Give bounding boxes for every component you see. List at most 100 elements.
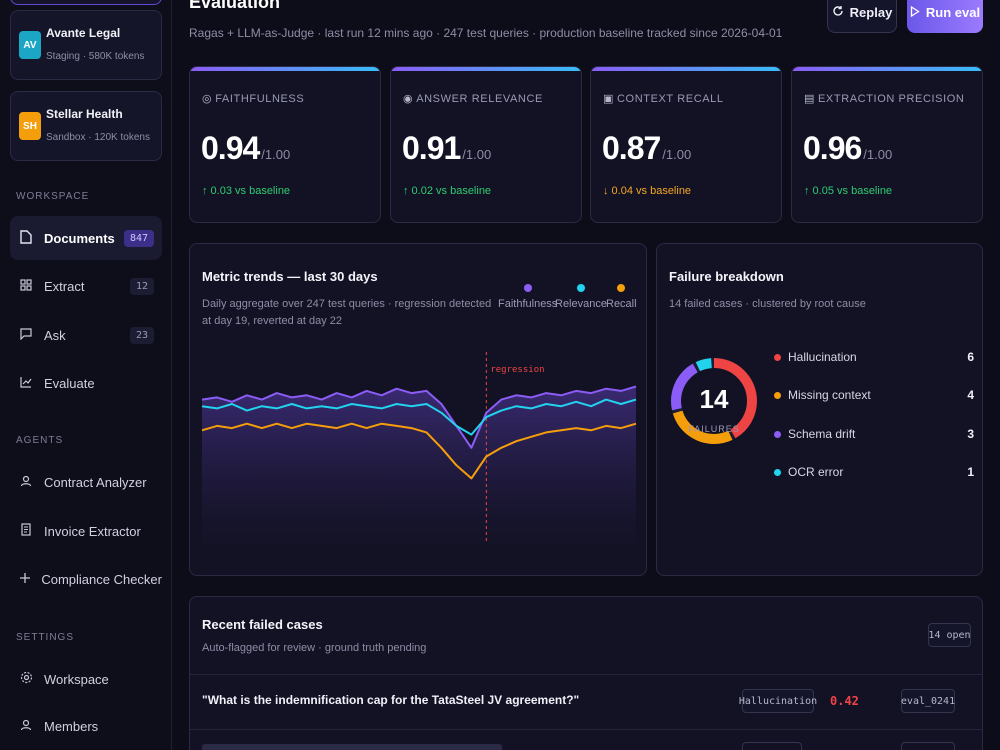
panel-title: Recent failed cases [202,617,323,632]
section-label-workspace: WORKSPACE [16,191,90,202]
failure-row-missing-context[interactable]: Missing context 4 [774,385,974,405]
case-id: eval_0241 [901,689,955,713]
metric-card-answer-relevance: ◉ ANSWER RELEVANCE 0.91/1.00 ↑ 0.02 vs ba… [390,66,582,223]
metric-delta: ↓ 0.04 vs baseline [603,185,692,197]
org-card-cutoff[interactable] [10,0,162,5]
failure-breakdown-panel: Failure breakdown 14 failed cases · clus… [656,243,983,576]
page-title: Evaluation [189,0,281,12]
failure-row-hallucination[interactable]: Hallucination 6 [774,347,974,367]
legend-dot [617,284,626,292]
failure-row-schema-drift[interactable]: Schema drift 3 [774,424,974,444]
legend-dot [576,284,585,292]
sidebar-item-extract[interactable]: Extract 12 [10,264,162,308]
count-badge: 12 [129,277,154,295]
metric-accent-bar [591,67,781,71]
chart-icon [17,376,35,391]
sidebar-item-members[interactable]: Members [10,704,162,748]
regression-label: regression [490,365,544,375]
sidebar-item-label: Compliance Checker [41,571,162,587]
metric-card-faithfulness: ◎ FAITHFULNESS 0.94/1.00 ↑ 0.03 vs baseli… [189,66,381,223]
series-line-relevance [201,398,637,436]
series-line-faithfulness [201,385,637,449]
legend-item-recall: Recall [606,284,637,310]
run-eval-button[interactable]: Run eval [907,0,983,33]
org-card-stellar[interactable]: SH Stellar Health Sandbox · 120K tokens [10,91,162,161]
metric-value-max: /1.00 [662,147,692,162]
metric-label: ◎ FAITHFULNESS [202,92,304,105]
sidebar-item-compliance-checker[interactable]: Compliance Checker [10,557,162,601]
main-content: Evaluation Ragas + LLM-as-Judge · last r… [172,0,1000,750]
metric-value: 0.91/1.00 [402,130,491,167]
sidebar-item-invoice-extractor[interactable]: Invoice Extractor [10,509,162,553]
donut-total: 14 [699,384,729,414]
sidebar-item-label: Extract [44,278,85,294]
failure-row-ocr-error[interactable]: OCR error 1 [774,462,974,482]
metric-card-context-recall: ▣ CONTEXT RECALL 0.87/1.00 ↓ 0.04 vs base… [590,66,782,223]
case-question: "What is the indemnification cap for the… [202,693,580,707]
series-line-recall [201,422,637,480]
section-label-agents: AGENTS [16,435,64,446]
grid-icon [17,278,35,294]
legend-label: Faithfulness [498,298,558,310]
metric-label-text: ANSWER RELEVANCE [416,93,543,105]
chat-icon [17,327,35,343]
failure-label: Hallucination [788,350,857,364]
metric-delta: ↑ 0.05 vs baseline [804,185,893,197]
metric-value: 0.87/1.00 [602,130,691,167]
target-icon: ◉ [403,93,414,105]
divider [190,674,982,675]
open-count-badge: 14 open [928,623,971,647]
sidebar-item-ask[interactable]: Ask 23 [10,313,162,357]
metric-accent-bar [391,67,581,71]
person-icon [17,475,35,490]
sidebar-item-evaluate[interactable]: Evaluate [10,361,162,405]
failure-donut-chart [671,358,757,444]
sidebar-item-contract-analyzer[interactable]: Contract Analyzer [10,460,162,504]
case-score: 0.42 [830,694,859,708]
count-badge: 23 [129,326,154,344]
metric-value-max: /1.00 [863,147,893,162]
metric-label-text: FAITHFULNESS [215,93,305,105]
play-icon [910,5,920,20]
metric-value-number: 0.94 [201,130,260,166]
run-eval-label: Run eval [925,5,981,20]
metric-label: ◉ ANSWER RELEVANCE [403,92,543,105]
sidebar-item-label: Members [44,718,99,734]
legend-dot [774,468,781,476]
document-icon [17,229,35,247]
check-circle-icon: ◎ [202,93,213,105]
refresh-icon [832,5,844,20]
table-row-partial[interactable] [190,730,982,750]
avatar: AV [19,31,41,59]
metric-value: 0.96/1.00 [803,130,892,167]
legend-item-faithfulness: Faithfulness [498,284,557,310]
failure-count: 3 [967,427,974,441]
panel-title: Metric trends — last 30 days [202,269,378,284]
org-card-avante[interactable]: AV Avante Legal Staging · 580K tokens [10,10,162,80]
panel-title: Failure breakdown [669,269,784,284]
case-id-cutoff [901,742,955,750]
table-row[interactable]: "What is the indemnification cap for the… [190,675,982,729]
org-name: Stellar Health [46,107,123,121]
person-icon [17,719,35,734]
replay-button[interactable]: Replay [827,0,897,33]
sidebar-item-label: Workspace [44,671,109,687]
sidebar-item-label: Documents [44,230,115,246]
legend-label: Relevance [555,298,607,310]
archive-icon: ▣ [603,93,614,105]
panel-subtitle: Auto-flagged for review · ground truth p… [202,642,427,654]
sidebar-item-workspace[interactable]: Workspace [10,657,162,701]
sidebar-item-documents[interactable]: Documents 847 [10,216,162,260]
metric-accent-bar [190,67,380,71]
metric-value: 0.94/1.00 [201,130,290,167]
metric-delta: ↑ 0.03 vs baseline [202,185,291,197]
donut-slice-missing-context [671,358,757,444]
metric-accent-bar [792,67,982,71]
plus-icon [17,572,32,587]
donut-total-label: FAILURES [688,424,740,434]
donut-slice-schema-drift [671,358,757,444]
org-name: Avante Legal [46,26,121,40]
metric-card-extraction-precision: ▤ EXTRACTION PRECISION 0.96/1.00 ↑ 0.05 v… [791,66,983,223]
metric-label-text: EXTRACTION PRECISION [818,93,965,105]
metric-label: ▣ CONTEXT RECALL [603,92,724,105]
